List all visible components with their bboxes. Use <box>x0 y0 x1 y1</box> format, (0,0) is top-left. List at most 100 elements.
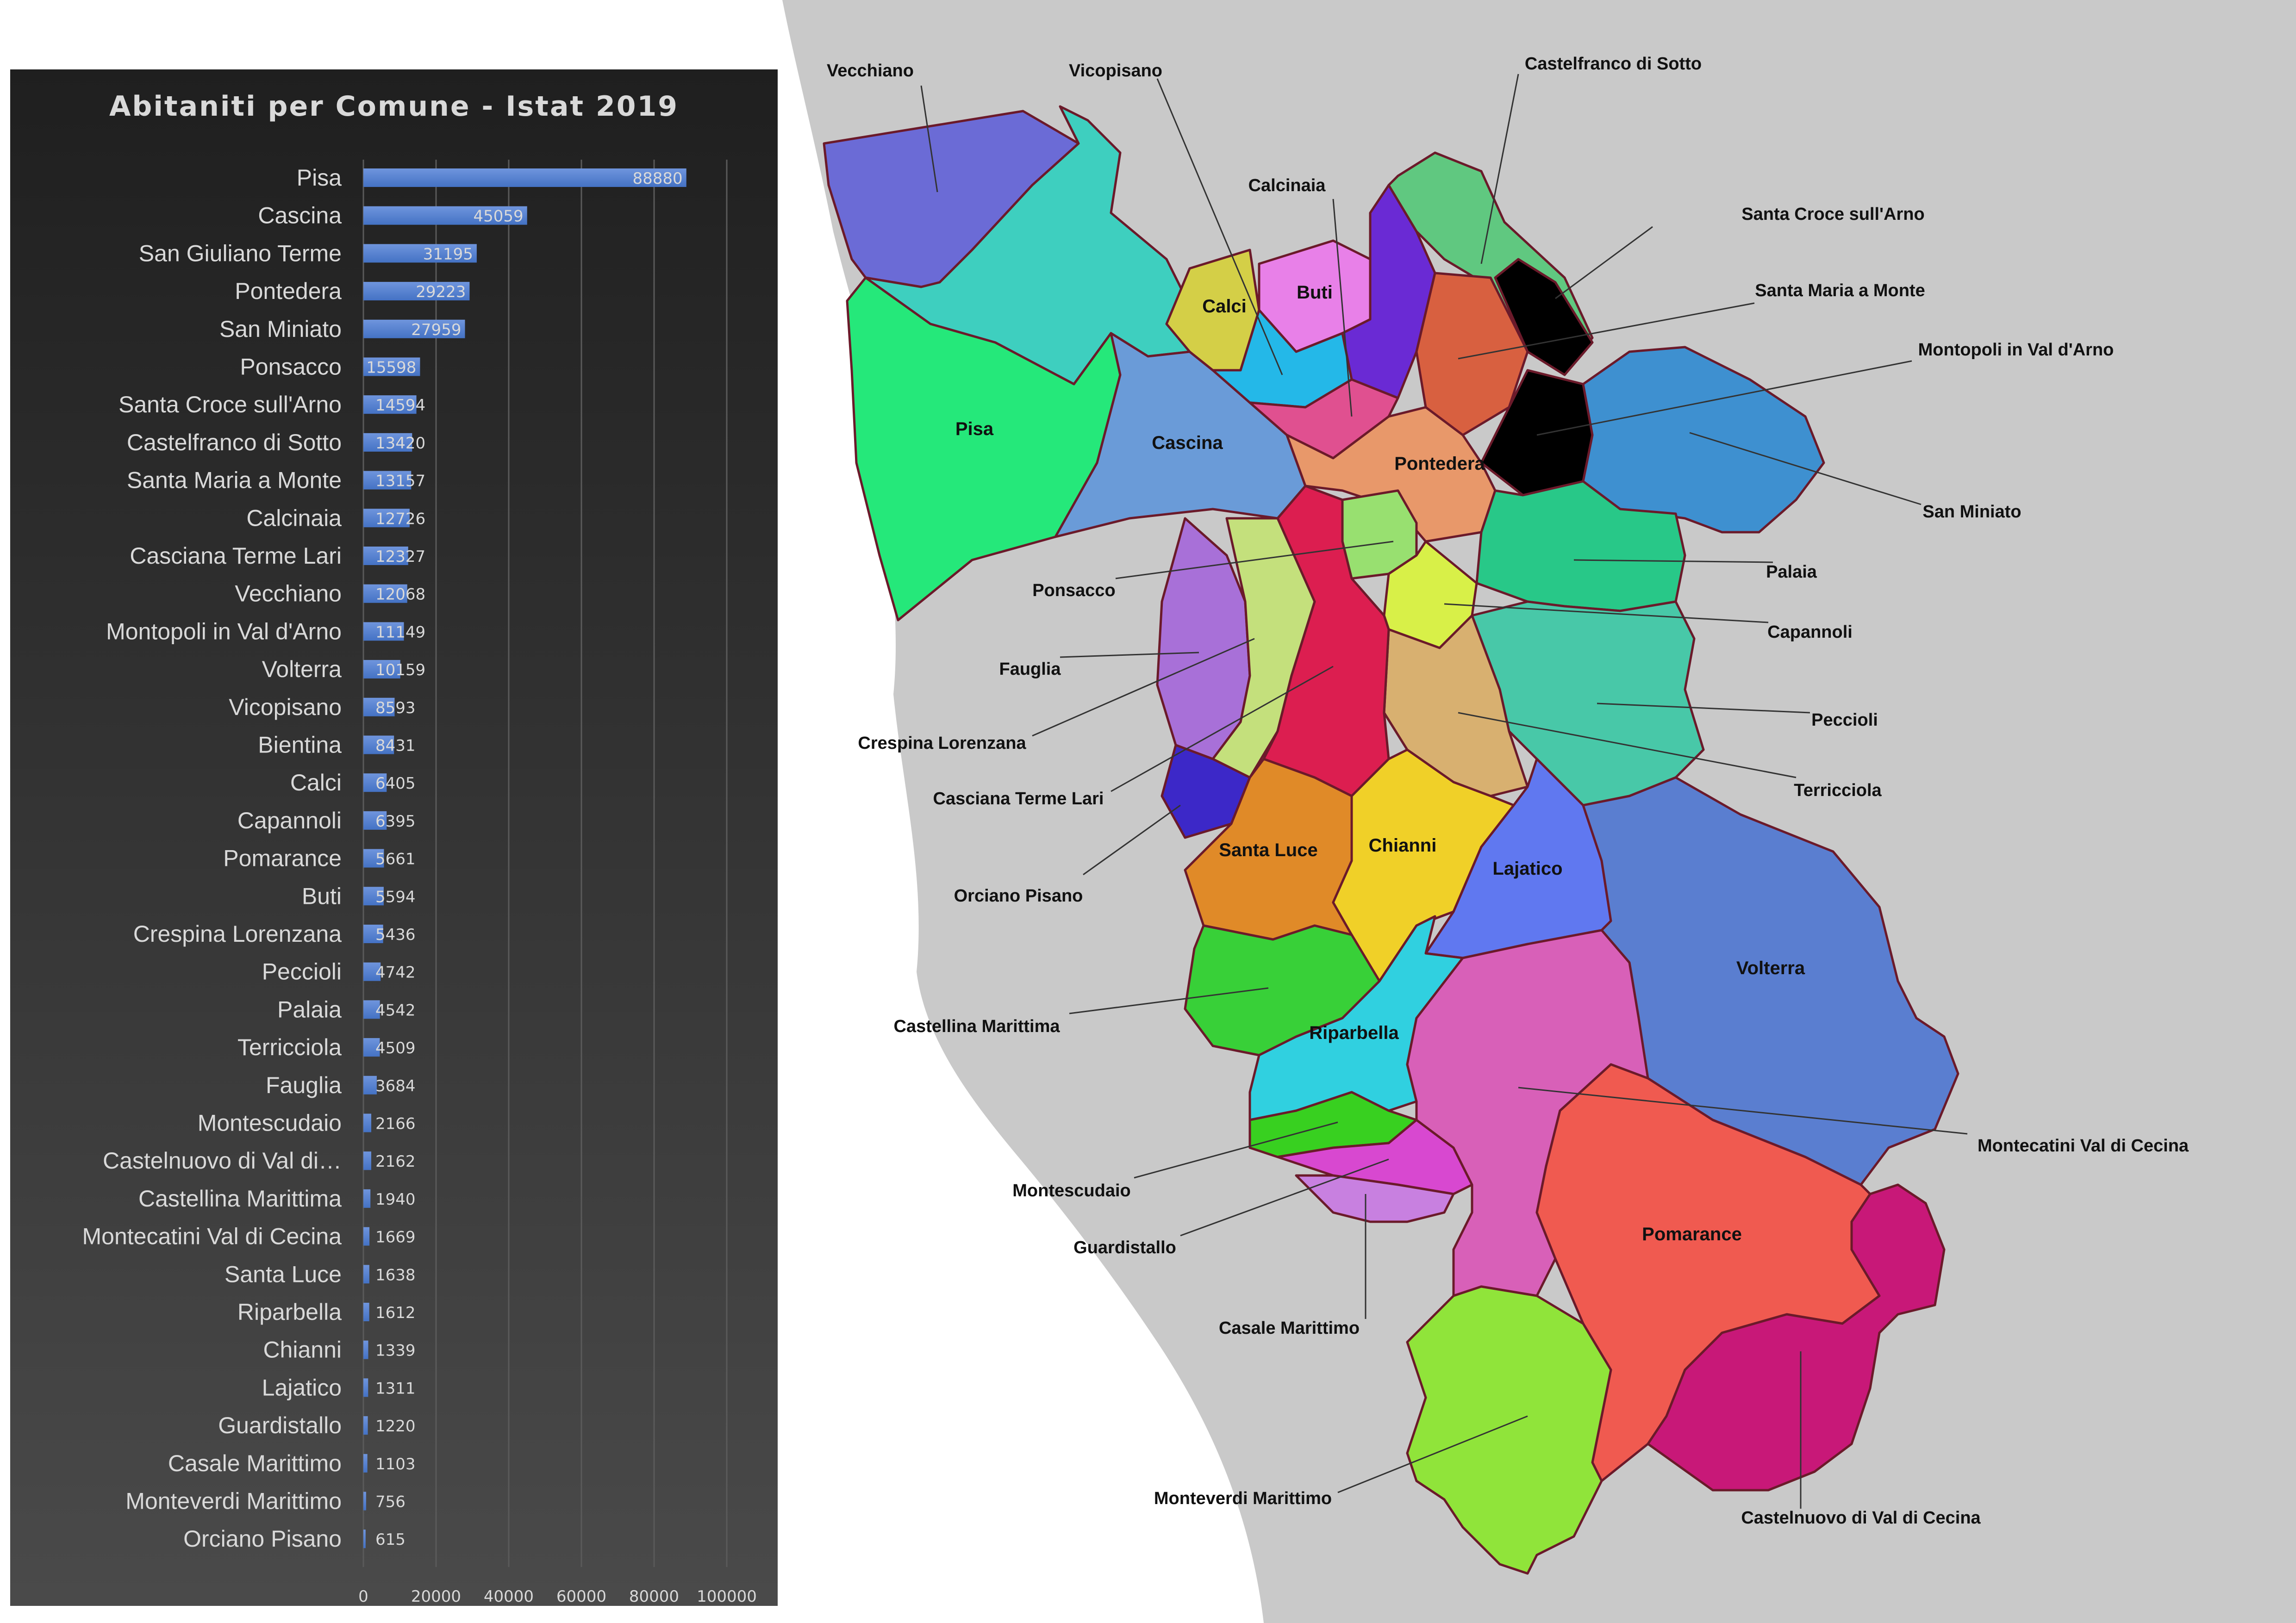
category-label: Chianni <box>263 1337 342 1363</box>
value-label: 29223 <box>416 283 466 301</box>
map-label-volterra: Volterra <box>1736 958 1805 978</box>
bar-san-miniato <box>363 319 465 338</box>
value-label: 45059 <box>474 207 524 226</box>
region-casale-marittimo[interactable] <box>1295 1174 1455 1223</box>
chart-category-labels: Pisa Cascina San Giuliano Terme Pontedera Sa… <box>82 165 342 1552</box>
bar-crespina-lorenzana <box>363 925 383 943</box>
callout-san-miniato: San Miniato <box>1922 502 2021 522</box>
value-label: 11149 <box>375 623 425 641</box>
value-label: 1669 <box>375 1228 416 1247</box>
bar-santa-croce-sull-arno <box>363 395 417 414</box>
bar-chianni <box>363 1340 368 1359</box>
bar-buti <box>363 887 384 906</box>
region-monteverdi-marittimo[interactable] <box>1406 1285 1612 1575</box>
value-label: 756 <box>375 1493 406 1511</box>
category-label: Montescudaio <box>198 1110 342 1136</box>
province-map: Pisa Cascina Calci Buti Pontedera Santa Luce C… <box>782 0 2296 1623</box>
category-label: Casciana Terme Lari <box>130 543 342 569</box>
callout-capannoli: Capannoli <box>1767 622 1853 642</box>
x-tick-label: 100000 <box>697 1587 757 1606</box>
x-tick-label: 60000 <box>556 1587 606 1606</box>
bar-vecchiano <box>363 584 407 603</box>
bar-fauglia <box>363 1076 377 1094</box>
category-label: Santa Luce <box>225 1261 342 1287</box>
bar-terricciola <box>363 1038 380 1057</box>
value-label: 615 <box>375 1530 406 1549</box>
value-label: 8431 <box>375 737 416 755</box>
value-label: 1220 <box>375 1417 416 1436</box>
category-label: Bientina <box>258 732 342 758</box>
map-label-cascina: Cascina <box>1152 433 1223 453</box>
bar-volterra <box>363 660 400 679</box>
category-label: Palaia <box>277 996 342 1022</box>
bar-palaia <box>363 1000 380 1019</box>
category-label: Crespina Lorenzana <box>133 921 342 947</box>
category-label: Santa Maria a Monte <box>127 467 342 493</box>
category-label: Montecatini Val di Cecina <box>82 1224 342 1250</box>
value-label: 6395 <box>375 812 416 831</box>
category-label: Buti <box>302 883 342 909</box>
value-label: 1638 <box>375 1266 416 1284</box>
value-label: 2162 <box>375 1152 416 1171</box>
region-santa-maria-a-monte[interactable] <box>1415 272 1529 436</box>
map-inner-labels: Pisa Cascina Calci Buti Pontedera Santa Luce C… <box>955 282 1805 1244</box>
map-label-lajatico: Lajatico <box>1492 858 1562 879</box>
category-label: Castelfranco di Sotto <box>127 429 342 455</box>
category-label: Castelnuovo di Val di… <box>103 1148 342 1174</box>
callout-fauglia: Fauglia <box>999 659 1061 679</box>
value-label: 5436 <box>375 926 416 944</box>
value-label: 1311 <box>375 1379 416 1398</box>
category-label: Capannoli <box>237 808 342 833</box>
category-label: Riparbella <box>237 1299 342 1325</box>
map-label-pomarance: Pomarance <box>1642 1224 1742 1244</box>
callout-santa-croce-sull-arno: Santa Croce sull'Arno <box>1741 205 1924 224</box>
callout-vicopisano: Vicopisano <box>1069 61 1162 81</box>
bar-lajatico <box>363 1378 368 1397</box>
region-castelnuovo-di-val-di-cecina[interactable] <box>1647 1183 1946 1492</box>
value-label: 12726 <box>375 510 425 528</box>
category-label: Calci <box>290 770 342 796</box>
category-label: Cascina <box>258 203 342 229</box>
value-label: 1612 <box>375 1304 416 1322</box>
category-label: Volterra <box>262 656 342 682</box>
x-tick-label: 80000 <box>629 1587 679 1606</box>
callout-castelnuovo-di-val-di-cecina: Castelnuovo di Val di Cecina <box>1741 1508 1981 1528</box>
bar-vicopisano <box>363 697 395 716</box>
bar-montescudaio <box>363 1113 372 1132</box>
value-label: 8593 <box>375 699 416 717</box>
bar-monteverdi-marittimo <box>363 1492 366 1511</box>
bar-casale-marittimo <box>363 1454 368 1473</box>
bar-pontedera <box>363 282 470 301</box>
category-label: Santa Croce sull'Arno <box>119 392 342 417</box>
value-label: 13420 <box>375 434 425 453</box>
region-santa-croce-sullarno[interactable] <box>1494 258 1594 376</box>
bar-peccioli <box>363 962 381 981</box>
category-label: Orciano Pisano <box>183 1526 342 1552</box>
bar-orciano-pisano <box>363 1530 366 1548</box>
category-label: Castellina Marittima <box>138 1186 342 1212</box>
category-label: Casale Marittimo <box>168 1450 342 1476</box>
callout-casale-marittimo: Casale Marittimo <box>1219 1318 1360 1338</box>
municipality-regions <box>823 105 1959 1575</box>
region-peccioli[interactable] <box>1471 600 1705 807</box>
category-label: Guardistallo <box>218 1412 342 1438</box>
value-label: 1940 <box>375 1190 416 1209</box>
value-label: 13157 <box>375 472 425 491</box>
bar-castelnuovo-di-val-di <box>363 1151 371 1170</box>
bar-casciana-terme-lari <box>363 547 408 565</box>
population-bar-chart: Abitaniti per Comune - Istat 2019 Pisa Ca… <box>10 69 778 1606</box>
category-label: Monteverdi Marittimo <box>125 1488 342 1514</box>
category-label: San Giuliano Terme <box>139 240 342 266</box>
callout-calcinaia: Calcinaia <box>1248 176 1326 195</box>
category-label: Fauglia <box>266 1072 342 1098</box>
value-label: 4509 <box>375 1039 416 1057</box>
category-label: Calcinaia <box>246 505 342 531</box>
chart-bars <box>363 168 686 1548</box>
bar-guardistallo <box>363 1416 368 1435</box>
map-label-pontedera: Pontedera <box>1394 454 1485 474</box>
region-casciana-terme-lari[interactable] <box>1262 485 1390 797</box>
bar-castelfranco-di-sotto <box>363 433 412 452</box>
chart-value-labels: 88880 45059 31195 29223 27959 15598 14594 13420… <box>366 169 682 1549</box>
value-label: 5594 <box>375 888 416 906</box>
